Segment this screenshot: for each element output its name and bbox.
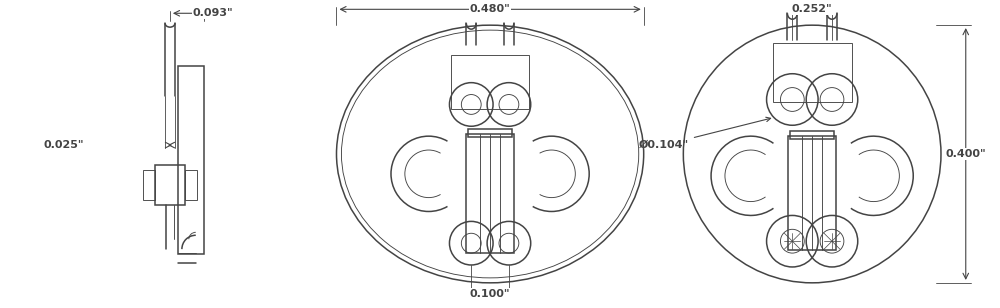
Bar xyxy=(790,131,834,139)
Bar xyxy=(178,66,204,254)
Text: 0.400": 0.400" xyxy=(945,149,986,159)
Text: 0.100": 0.100" xyxy=(470,289,510,299)
Bar xyxy=(143,170,155,200)
Bar xyxy=(773,43,852,103)
Text: 0.480": 0.480" xyxy=(470,4,510,14)
Text: Ø0.104": Ø0.104" xyxy=(639,117,771,150)
Text: 0.093": 0.093" xyxy=(192,8,233,18)
Text: 0.252": 0.252" xyxy=(792,4,832,14)
Text: 0.025": 0.025" xyxy=(44,140,84,150)
Bar xyxy=(468,129,512,137)
Bar xyxy=(466,134,514,253)
Bar xyxy=(155,165,185,205)
Bar xyxy=(788,136,836,250)
Bar xyxy=(451,55,529,109)
Bar xyxy=(185,170,197,200)
